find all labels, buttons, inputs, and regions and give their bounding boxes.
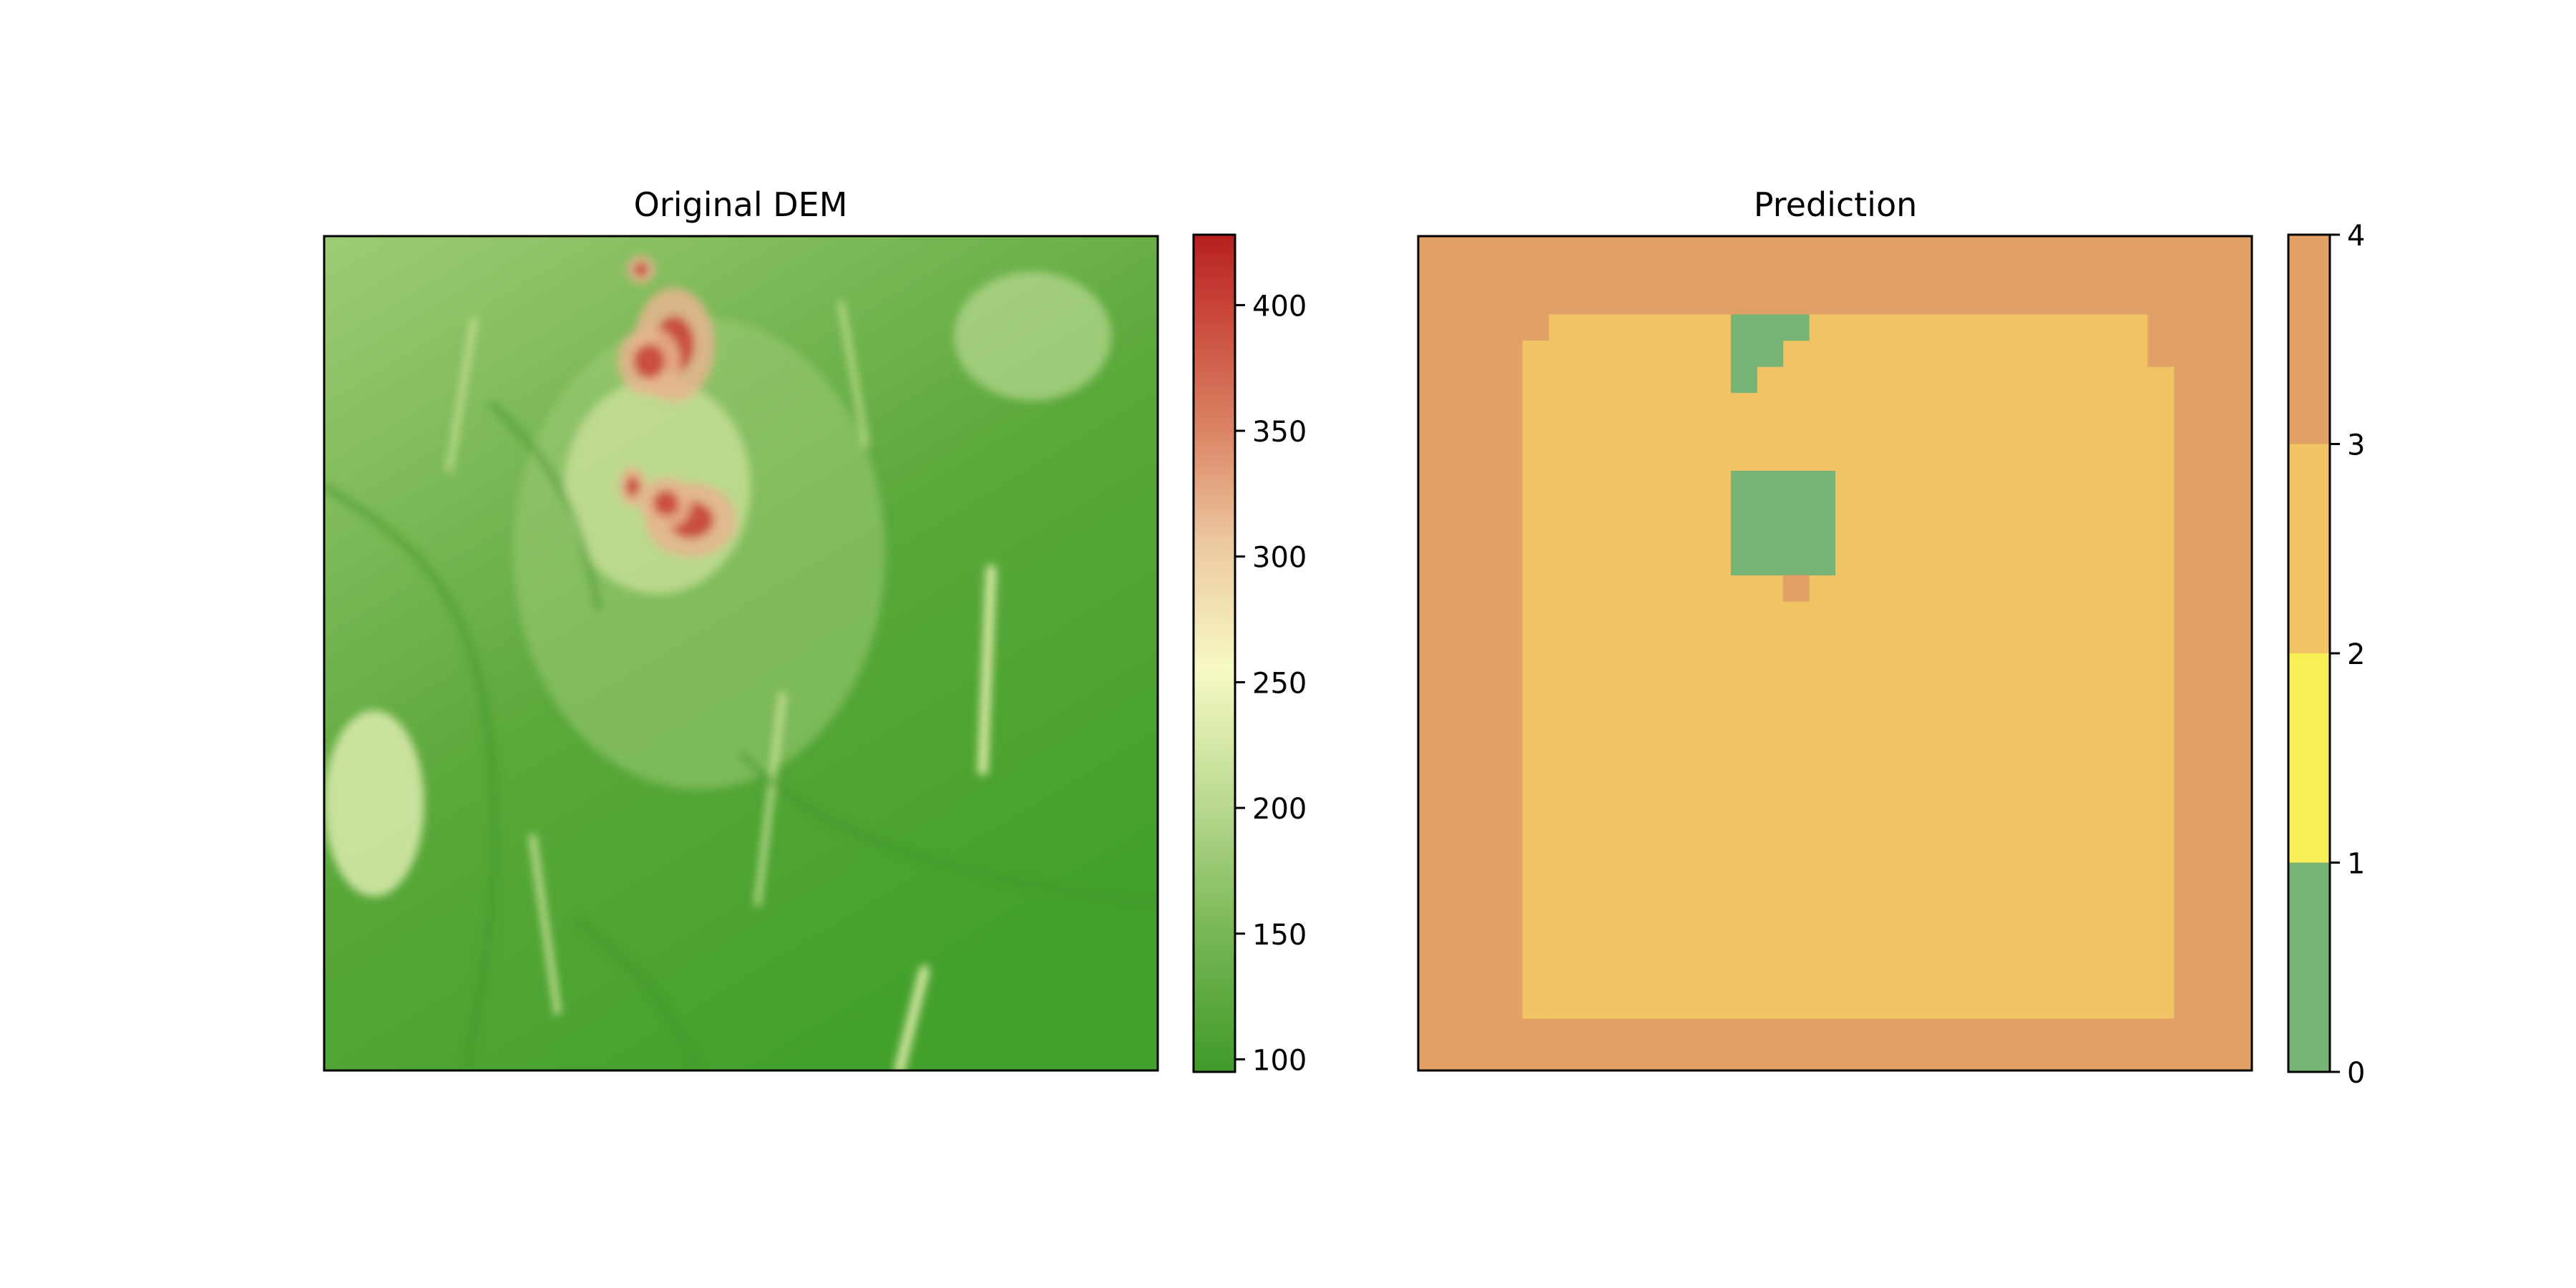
- dem-image: [324, 236, 1158, 1070]
- prediction-region: [1548, 314, 2175, 1019]
- prediction-image: [1418, 236, 2252, 1070]
- prediction-region: [1522, 314, 1549, 341]
- prediction-colorbar-tick-label: 4: [2347, 220, 2365, 253]
- dem-colorbar-tick-label: 250: [1252, 667, 1307, 700]
- prediction-region: [1782, 575, 1810, 602]
- prediction-colorbar-segment: [2288, 444, 2330, 653]
- prediction-title: Prediction: [1754, 185, 1918, 224]
- prediction-colorbar-tick-label: 3: [2347, 429, 2365, 462]
- prediction-region: [1730, 366, 1757, 394]
- dem-frame: [323, 235, 1159, 1072]
- prediction-colorbar-tick-label: 1: [2347, 848, 2365, 881]
- dem-colorbar-tick-label: 350: [1252, 416, 1307, 449]
- prediction-frame: [1417, 235, 2253, 1072]
- prediction-colorbar-segment: [2288, 235, 2330, 444]
- prediction-region: [1730, 314, 1810, 341]
- dem-title: Original DEM: [634, 185, 848, 224]
- dem-panel: Original DEM 100 150 200 250 300 350 400: [323, 185, 1307, 1077]
- prediction-colorbar: 0 1 2 3 4: [2287, 220, 2365, 1090]
- prediction-region: [1730, 470, 1835, 576]
- prediction-colorbar-tick-label: 0: [2347, 1057, 2365, 1090]
- dem-colorbar-tick-label: 300: [1252, 542, 1307, 575]
- prediction-region: [1522, 340, 1549, 1019]
- prediction-region: [1730, 340, 1784, 367]
- prediction-region: [2147, 314, 2175, 367]
- dem-colorbar-tick-label: 100: [1252, 1044, 1307, 1077]
- prediction-colorbar-segment: [2288, 862, 2330, 1072]
- dem-colorbar-tick-label: 400: [1252, 290, 1307, 323]
- prediction-colorbar-segment: [2288, 653, 2330, 863]
- dem-colorbar-tick-label: 150: [1252, 919, 1307, 952]
- dem-colorbar-tick-label: 200: [1252, 793, 1307, 826]
- prediction-panel: Prediction 0 1 2 3 4: [1417, 185, 2365, 1090]
- dem-colorbar-bar: [1192, 233, 1236, 1073]
- dem-relief: [324, 255, 1158, 1070]
- dem-colorbar: 100 150 200 250 300 350 400: [1192, 233, 1307, 1077]
- prediction-colorbar-tick-label: 2: [2347, 638, 2365, 671]
